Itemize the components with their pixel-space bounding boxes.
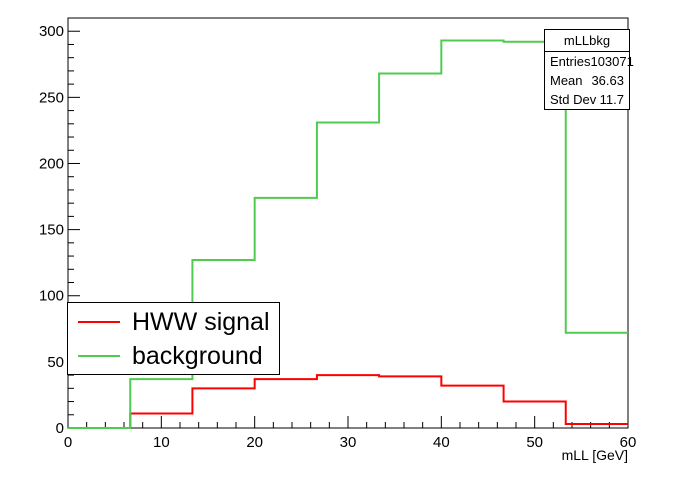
x-tick-label: 10: [153, 434, 170, 451]
stats-label: Entries: [550, 54, 591, 69]
y-tick-label: 100: [39, 288, 64, 305]
legend-line-signal: [78, 321, 120, 323]
stats-box-title: mLLbkg: [545, 30, 629, 52]
x-tick-label: 50: [526, 434, 543, 451]
stats-value: 11.7: [599, 92, 624, 107]
x-tick-label: 0: [64, 434, 72, 451]
x-tick-label: 30: [340, 434, 357, 451]
series-line-background: [68, 39, 628, 429]
legend-line-background: [78, 355, 120, 357]
stats-row-mean: Mean 36.63: [545, 71, 629, 90]
legend-label: background: [132, 341, 263, 370]
x-tick-label: 20: [246, 434, 263, 451]
stats-value: 36.63: [591, 73, 624, 88]
x-tick-label: 40: [433, 434, 450, 451]
stats-row-std-dev: Std Dev 11.7: [545, 90, 629, 109]
legend-label: HWW signal: [132, 307, 270, 336]
stats-row-entries: Entries 103071: [545, 52, 634, 71]
y-tick-label: 300: [39, 23, 64, 40]
stats-value: 103071: [590, 54, 634, 69]
x-axis-label: mLL [GeV]: [562, 447, 628, 463]
y-tick-label: 50: [47, 354, 64, 371]
stats-label: Std Dev: [550, 92, 597, 107]
y-tick-label: 150: [39, 222, 64, 239]
legend: HWW signal background: [67, 302, 280, 375]
y-tick-label: 200: [39, 155, 64, 172]
series-line-signal: [68, 374, 628, 429]
y-tick-label: 0: [56, 420, 64, 437]
x-tick-label: 60: [620, 434, 637, 451]
stats-label: Mean: [550, 73, 583, 88]
stats-box: mLLbkg Entries 103071 Mean 36.63 Std Dev…: [544, 29, 634, 110]
y-tick-label: 250: [39, 89, 64, 106]
legend-entry-signal: HWW signal: [68, 305, 270, 339]
legend-entry-background: background: [68, 339, 263, 373]
